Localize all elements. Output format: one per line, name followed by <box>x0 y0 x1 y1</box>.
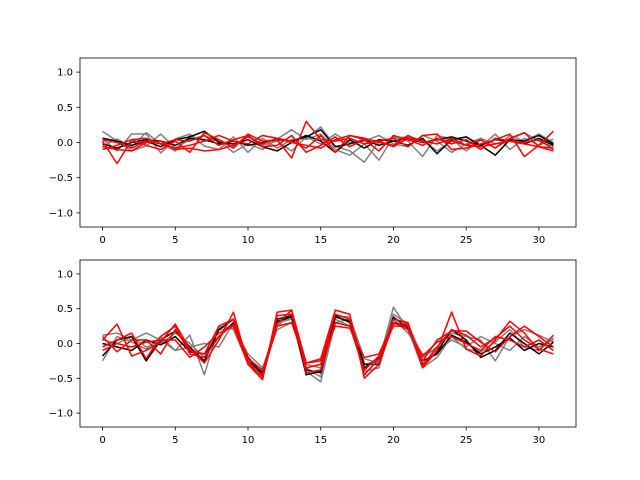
y-tick-label: −0.5 <box>49 173 73 184</box>
x-tick-label: 30 <box>533 235 546 246</box>
x-tick-label: 0 <box>99 235 105 246</box>
x-tick-label: 0 <box>99 435 105 446</box>
x-tick-label: 30 <box>533 435 546 446</box>
y-tick-label: −1.0 <box>49 409 73 420</box>
y-tick-label: 0.0 <box>57 339 73 350</box>
x-tick-label: 15 <box>314 435 327 446</box>
series-line-0-8 <box>102 134 554 152</box>
y-tick-label: 0.5 <box>57 103 73 114</box>
x-tick-label: 5 <box>172 435 178 446</box>
y-tick-label: 0.5 <box>57 304 73 315</box>
y-tick-label: 1.0 <box>57 68 73 79</box>
y-tick-label: −1.0 <box>49 208 73 219</box>
y-tick-label: 1.0 <box>57 269 73 280</box>
x-tick-label: 20 <box>387 435 400 446</box>
series-line-1-5 <box>101 309 554 381</box>
series-line-0-7 <box>102 134 554 154</box>
top-subplot: 0 5 10 15 20 25 30 −1.0 −0.5 0.0 0.5 1.0 <box>49 57 577 246</box>
series-line-1-6 <box>102 313 554 378</box>
series-line-1-7 <box>102 309 554 374</box>
y-tick-label: −0.5 <box>49 374 73 385</box>
x-tick-label: 10 <box>242 235 255 246</box>
x-tick-label: 20 <box>387 235 400 246</box>
y-tick-label: 0.0 <box>57 138 73 149</box>
x-tick-label: 15 <box>314 235 327 246</box>
x-tick-label: 10 <box>242 435 255 446</box>
bottom-subplot: 0 5 10 15 20 25 30 −1.0 −0.5 0.0 0.5 1.0 <box>49 259 577 446</box>
x-tick-label: 25 <box>460 435 473 446</box>
x-tick-label: 25 <box>460 235 473 246</box>
series-line-1-8 <box>102 321 554 376</box>
x-tick-label: 5 <box>172 235 178 246</box>
